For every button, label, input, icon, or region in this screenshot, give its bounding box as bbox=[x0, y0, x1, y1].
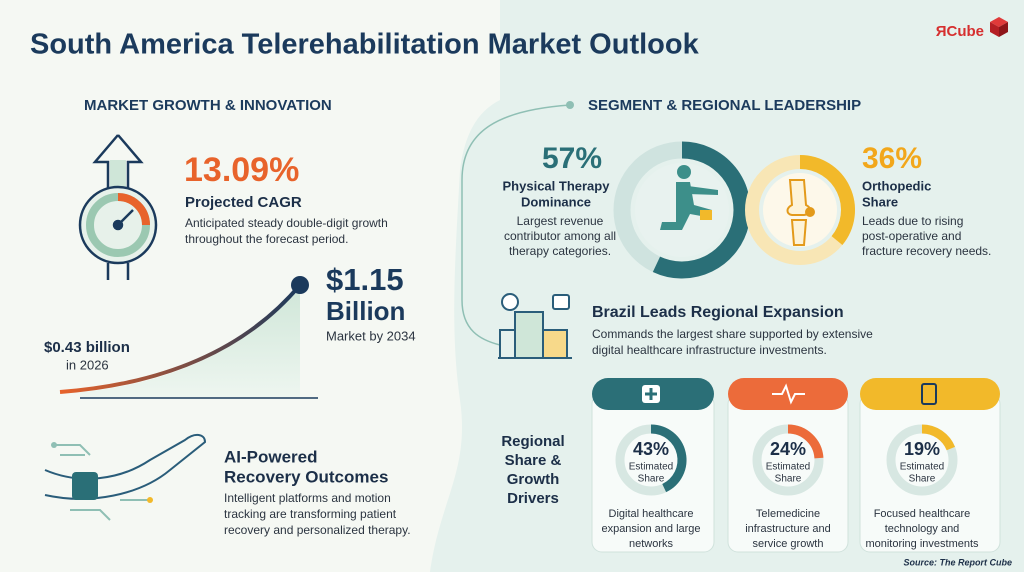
connector bbox=[461, 104, 571, 346]
segment-title: Dominance bbox=[521, 194, 591, 209]
gauge-icon bbox=[78, 134, 158, 280]
card-text: Telemedicine bbox=[756, 508, 820, 520]
end-unit: Billion bbox=[326, 296, 405, 326]
ai-title: AI-Powered bbox=[224, 447, 318, 466]
segment-title: Orthopedic bbox=[862, 178, 931, 193]
title: South America Telerehabilitation Market … bbox=[30, 29, 700, 61]
ai-text: Intelligent platforms and motion bbox=[224, 491, 391, 505]
end-year: Market by 2034 bbox=[326, 328, 416, 343]
share-label: 24% bbox=[770, 439, 806, 459]
share-arc bbox=[799, 155, 855, 246]
share-arc bbox=[650, 424, 687, 493]
cards bbox=[591, 378, 1001, 553]
regional-title: Regional bbox=[501, 433, 564, 450]
section-heading: SEGMENT & REGIONAL LEADERSHIP bbox=[588, 97, 861, 114]
share-caption: Estimated bbox=[629, 462, 673, 473]
logo: ЯCube bbox=[936, 23, 984, 40]
regional-title: Drivers bbox=[507, 490, 559, 507]
arm-icon bbox=[44, 434, 207, 521]
start-value: $0.43 billion bbox=[44, 339, 130, 356]
brazil-text: digital healthcare infrastructure invest… bbox=[592, 343, 827, 357]
share-arc bbox=[921, 424, 956, 451]
connector-dot bbox=[566, 101, 574, 109]
growth-curve bbox=[59, 283, 302, 394]
section-heading: MARKET GROWTH & INNOVATION bbox=[84, 97, 332, 114]
segment-text: post-operative and bbox=[862, 229, 961, 243]
segment-text: therapy categories. bbox=[509, 244, 611, 258]
ai-text: recovery and personalized therapy. bbox=[224, 523, 411, 537]
regional-title: Growth bbox=[507, 471, 560, 488]
card-text: service growth bbox=[753, 538, 824, 550]
share-caption: Estimated bbox=[900, 462, 944, 473]
start-year: in 2026 bbox=[66, 357, 109, 372]
knee-icon bbox=[786, 179, 815, 246]
segment-text: Leads due to rising bbox=[862, 214, 963, 228]
share-label: 19% bbox=[904, 439, 940, 459]
share-caption: Share bbox=[909, 474, 936, 485]
share-caption: Share bbox=[638, 474, 665, 485]
share-arc bbox=[652, 141, 751, 279]
growth-area bbox=[80, 285, 300, 398]
buildings-icon bbox=[498, 293, 572, 359]
share-label: 36% bbox=[862, 142, 922, 175]
segment-title: Physical Therapy bbox=[503, 178, 611, 193]
therapy-icon bbox=[660, 165, 718, 230]
cagr-text: Anticipated steady double-digit growth bbox=[185, 216, 388, 230]
segment-title: Share bbox=[862, 194, 898, 209]
ai-title: Recovery Outcomes bbox=[224, 467, 388, 486]
share-caption: Share bbox=[775, 474, 802, 485]
card-text: expansion and large bbox=[601, 523, 700, 535]
brazil-text: Commands the largest share supported by … bbox=[592, 327, 873, 341]
card-text: infrastructure and bbox=[745, 523, 831, 535]
source: Source: The Report Cube bbox=[903, 557, 1012, 567]
segment-text: contributor among all bbox=[504, 229, 616, 243]
logo-icon bbox=[990, 17, 1008, 37]
cagr-value: 13.09% bbox=[184, 151, 299, 189]
share-label: 43% bbox=[633, 439, 669, 459]
end-value: $1.15 bbox=[326, 262, 404, 297]
ai-text: tracking are transforming patient bbox=[224, 507, 397, 521]
segment-text: fracture recovery needs. bbox=[862, 244, 991, 258]
share-label: 57% bbox=[542, 142, 602, 175]
segment-text: Largest revenue bbox=[517, 214, 604, 228]
brazil-title: Brazil Leads Regional Expansion bbox=[592, 304, 844, 321]
card-text: technology and bbox=[885, 523, 960, 535]
card-text: networks bbox=[629, 538, 674, 550]
share-arc bbox=[787, 424, 824, 459]
cagr-text: throughout the forecast period. bbox=[185, 232, 348, 246]
card-text: monitoring investments bbox=[865, 538, 979, 550]
curve-end bbox=[291, 276, 309, 294]
share-caption: Estimated bbox=[766, 462, 810, 473]
card-text: Digital healthcare bbox=[609, 508, 694, 520]
cagr-title: Projected CAGR bbox=[185, 194, 302, 211]
regional-title: Share & bbox=[505, 452, 562, 469]
card-text: Focused healthcare bbox=[874, 508, 971, 520]
